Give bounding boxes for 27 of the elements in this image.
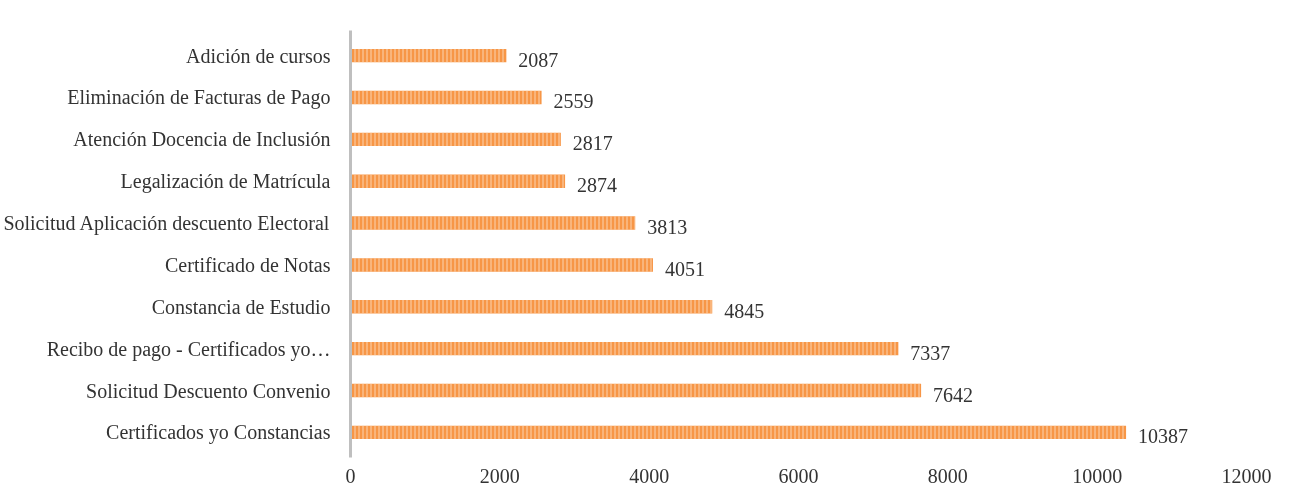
data-label: 7337 [910, 341, 951, 364]
y-tick-label: Adición de cursos [186, 44, 331, 67]
y-tick-label: Certificado de Notas [165, 253, 331, 276]
data-label: 2817 [572, 132, 613, 155]
x-tick-label: 6000 [778, 464, 819, 485]
y-tick-label: Atención Docencia de Inclusión [73, 128, 331, 151]
data-label: 10387 [1138, 425, 1189, 448]
data-label: 2874 [577, 174, 618, 197]
y-tick-label: Recibo de pago - Certificados yo… [46, 337, 331, 361]
x-tick-label: 0 [345, 464, 356, 485]
y-tick-label: Legalización de Matrícula [120, 170, 331, 194]
y-tick-label: Solicitud Descuento Convenio [86, 379, 331, 402]
x-tick-label: 4000 [629, 464, 670, 485]
y-tick-label: Certificados yo Constancias [106, 421, 331, 445]
data-label: 7642 [933, 383, 974, 406]
data-label: 2559 [553, 90, 594, 113]
data-label: 2087 [518, 48, 559, 71]
x-tick-label: 10000 [1072, 464, 1123, 485]
y-tick-label: Constancia de Estudio [151, 295, 331, 318]
y-tick-label: Solicitud Aplicación descuento Electoral [3, 212, 330, 236]
x-tick-label: 8000 [927, 464, 968, 485]
x-tick-label: 12000 [1221, 464, 1272, 485]
data-label: 4845 [724, 299, 765, 322]
x-tick-label: 2000 [479, 464, 520, 485]
y-tick-label: Eliminación de Facturas de Pago [67, 86, 331, 110]
data-label: 4051 [664, 257, 705, 280]
data-label: 3813 [647, 216, 688, 239]
